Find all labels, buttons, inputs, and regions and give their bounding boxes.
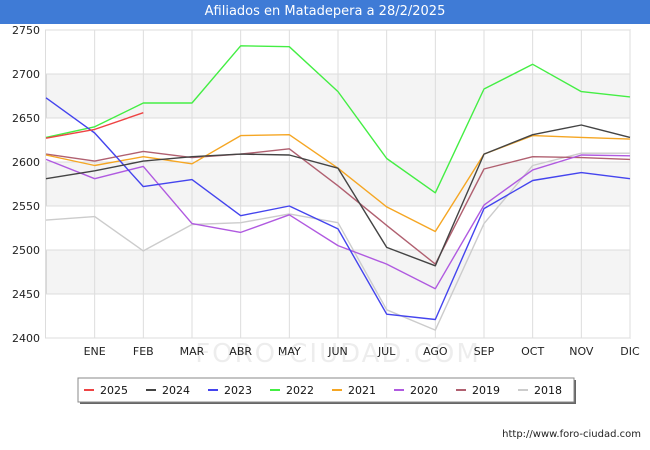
series-line-2023	[45, 97, 631, 321]
legend: 2025 2024 2023 2022 2021 2020 2019 2018	[77, 377, 576, 404]
y-tick-label: 2750	[12, 24, 40, 37]
x-tick-label: AGO	[423, 345, 448, 358]
x-tick-label: JUN	[327, 345, 348, 358]
legend-label-2022: 2022	[286, 384, 314, 397]
x-tick-label: MAR	[180, 345, 205, 358]
legend-label-2025: 2025	[100, 384, 128, 397]
x-tick-label: JUL	[377, 345, 396, 358]
series-line-2022	[45, 45, 631, 194]
y-tick-label: 2500	[12, 244, 40, 257]
y-tick-label: 2600	[12, 156, 40, 169]
title-bar	[0, 0, 650, 24]
x-tick-label: ENE	[84, 345, 106, 358]
legend-label-2019: 2019	[472, 384, 500, 397]
legend-label-2018: 2018	[534, 384, 562, 397]
source-link[interactable]: http://www.foro-ciudad.com	[502, 429, 641, 440]
grid	[46, 29, 631, 339]
chart-title: Afiliados en Matadepera a 28/2/2025	[204, 4, 446, 19]
legend-label-2023: 2023	[224, 384, 252, 397]
x-tick-label: SEP	[474, 345, 495, 358]
y-tick-label: 2700	[12, 68, 40, 81]
x-axis: ENE FEB MAR ABR MAY JUN JUL AGO SEP OCT NOV DIC	[84, 345, 640, 358]
x-tick-label: FEB	[133, 345, 154, 358]
y-tick-label: 2450	[12, 288, 40, 301]
x-tick-label: DIC	[620, 345, 640, 358]
series-line-2018	[45, 152, 630, 331]
series-line-2025	[45, 112, 144, 139]
series-lines	[45, 45, 631, 331]
x-tick-label: NOV	[569, 345, 594, 358]
legend-label-2024: 2024	[162, 384, 190, 397]
x-tick-label: OCT	[521, 345, 544, 358]
series-line-2019	[45, 148, 631, 265]
x-tick-label: MAY	[278, 345, 301, 358]
watermark: FORO-CIUDAD.COM	[195, 339, 481, 369]
y-axis: 2400 2450 2500 2550 2600 2650 2700 2750	[12, 24, 40, 345]
y-tick-label: 2550	[12, 200, 40, 213]
legend-label-2020: 2020	[410, 384, 438, 397]
series-line-2024	[45, 124, 631, 267]
x-tick-label: ABR	[229, 345, 252, 358]
y-tick-label: 2400	[12, 332, 40, 345]
series-line-2020	[45, 154, 631, 290]
legend-label-2021: 2021	[348, 384, 376, 397]
legend-box	[77, 377, 575, 403]
y-tick-label: 2650	[12, 112, 40, 125]
